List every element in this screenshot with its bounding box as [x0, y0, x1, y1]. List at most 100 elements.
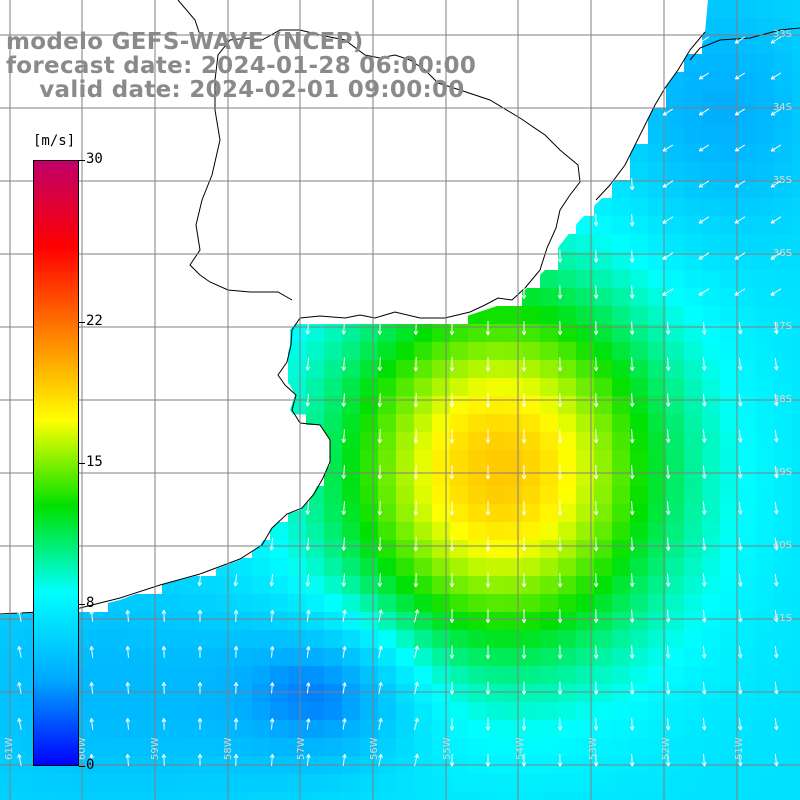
wind-speed-cell: [792, 288, 800, 307]
wind-speed-cell: [342, 594, 361, 613]
wind-speed-cell: [342, 684, 361, 703]
wind-speed-cell: [342, 342, 361, 361]
wind-arrow: [521, 321, 527, 336]
wind-speed-cell: [666, 792, 685, 800]
wind-speed-cell: [252, 702, 271, 721]
wind-arrow: [738, 537, 743, 551]
wind-speed-cell: [684, 648, 703, 667]
wind-speed-cell: [576, 324, 595, 343]
wind-speed-cell: [756, 72, 775, 91]
wind-speed-cell: [630, 288, 649, 307]
wind-speed-cell: [486, 414, 505, 433]
wind-arrow: [629, 321, 635, 335]
wind-speed-cell: [342, 630, 361, 649]
wind-speed-cell: [522, 738, 541, 757]
wind-speed-cell: [630, 216, 649, 235]
wind-arrow: [770, 216, 782, 224]
wind-arrow: [413, 573, 419, 588]
wind-arrow: [125, 718, 131, 730]
wind-speed-cell: [576, 522, 595, 541]
wind-speed-cell: [774, 486, 793, 505]
wind-speed-cell: [612, 270, 631, 289]
wind-speed-cell: [594, 792, 613, 800]
wind-arrow: [629, 285, 635, 299]
wind-arrow: [557, 572, 563, 588]
wind-speed-cell: [576, 612, 595, 631]
wind-speed-cell: [612, 630, 631, 649]
wind-speed-cell: [774, 612, 793, 631]
wind-speed-cell: [648, 522, 667, 541]
wind-speed-cell: [558, 360, 577, 379]
wind-speed-cell: [558, 774, 577, 793]
wind-speed-cell: [774, 0, 793, 19]
wind-speed-cell: [774, 288, 793, 307]
wind-speed-cell: [486, 720, 505, 739]
wind-speed-cell: [792, 180, 800, 199]
wind-speed-cell: [324, 576, 343, 595]
river-boundary: [177, 0, 800, 61]
wind-speed-cell: [450, 720, 469, 739]
wind-speed-cell: [306, 342, 325, 361]
wind-speed-cell: [306, 738, 325, 757]
wind-speed-cell: [540, 486, 559, 505]
wind-speed-cell: [396, 630, 415, 649]
wind-speed-cell: [702, 504, 721, 523]
wind-speed-cell: [720, 612, 739, 631]
wind-speed-cell: [486, 558, 505, 577]
wind-arrow: [629, 573, 635, 587]
wind-speed-cell: [666, 144, 685, 163]
wind-speed-cell: [756, 432, 775, 451]
wind-arrow: [593, 500, 599, 516]
wind-speed-cell: [306, 684, 325, 703]
wind-speed-cell: [756, 180, 775, 199]
wind-speed-cell: [198, 576, 217, 595]
wind-speed-cell: [522, 648, 541, 667]
wind-speed-cell: [306, 522, 325, 541]
wind-speed-cell: [576, 540, 595, 559]
wind-speed-cell: [756, 738, 775, 757]
wind-speed-cell: [576, 702, 595, 721]
wind-speed-cell: [414, 702, 433, 721]
wind-speed-cell: [54, 774, 73, 793]
wind-speed-cell: [504, 504, 523, 523]
wind-speed-cell: [630, 144, 649, 163]
wind-arrow: [305, 501, 311, 515]
wind-arrow: [342, 682, 347, 694]
wind-arrow: [449, 645, 455, 659]
wind-speed-cell: [720, 630, 739, 649]
wind-speed-cell: [756, 288, 775, 307]
wind-speed-cell: [396, 594, 415, 613]
wind-speed-cell: [630, 378, 649, 397]
wind-speed-cell: [630, 234, 649, 253]
wind-speed-cell: [288, 684, 307, 703]
wind-speed-cell: [18, 702, 37, 721]
wind-arrow: [665, 465, 671, 479]
wind-arrow: [521, 681, 527, 695]
wind-speed-cell: [522, 612, 541, 631]
wind-speed-cell: [792, 36, 800, 55]
wind-arrow: [521, 428, 527, 444]
wind-speed-cell: [558, 270, 577, 289]
wind-speed-cell: [630, 432, 649, 451]
wind-arrow: [521, 500, 527, 516]
wind-speed-cell: [738, 198, 757, 217]
wind-speed-cell: [468, 378, 487, 397]
wind-speed-cell: [90, 666, 109, 685]
wind-arrow: [305, 573, 311, 587]
wind-speed-cell: [216, 648, 235, 667]
wind-speed-cell: [468, 774, 487, 793]
wind-speed-cell: [324, 486, 343, 505]
wind-arrow: [662, 108, 674, 116]
wind-arrow: [593, 717, 599, 731]
wind-speed-cell: [702, 702, 721, 721]
wind-speed-cell: [504, 576, 523, 595]
wind-speed-cell: [306, 324, 325, 343]
wind-speed-cell: [558, 324, 577, 343]
wind-speed-cell: [648, 306, 667, 325]
latitude-label: 41S: [773, 613, 792, 624]
wind-speed-cell: [522, 360, 541, 379]
wind-arrow: [557, 536, 563, 552]
wind-speed-cell: [720, 594, 739, 613]
wind-arrow: [698, 72, 710, 80]
wind-speed-cell: [396, 684, 415, 703]
